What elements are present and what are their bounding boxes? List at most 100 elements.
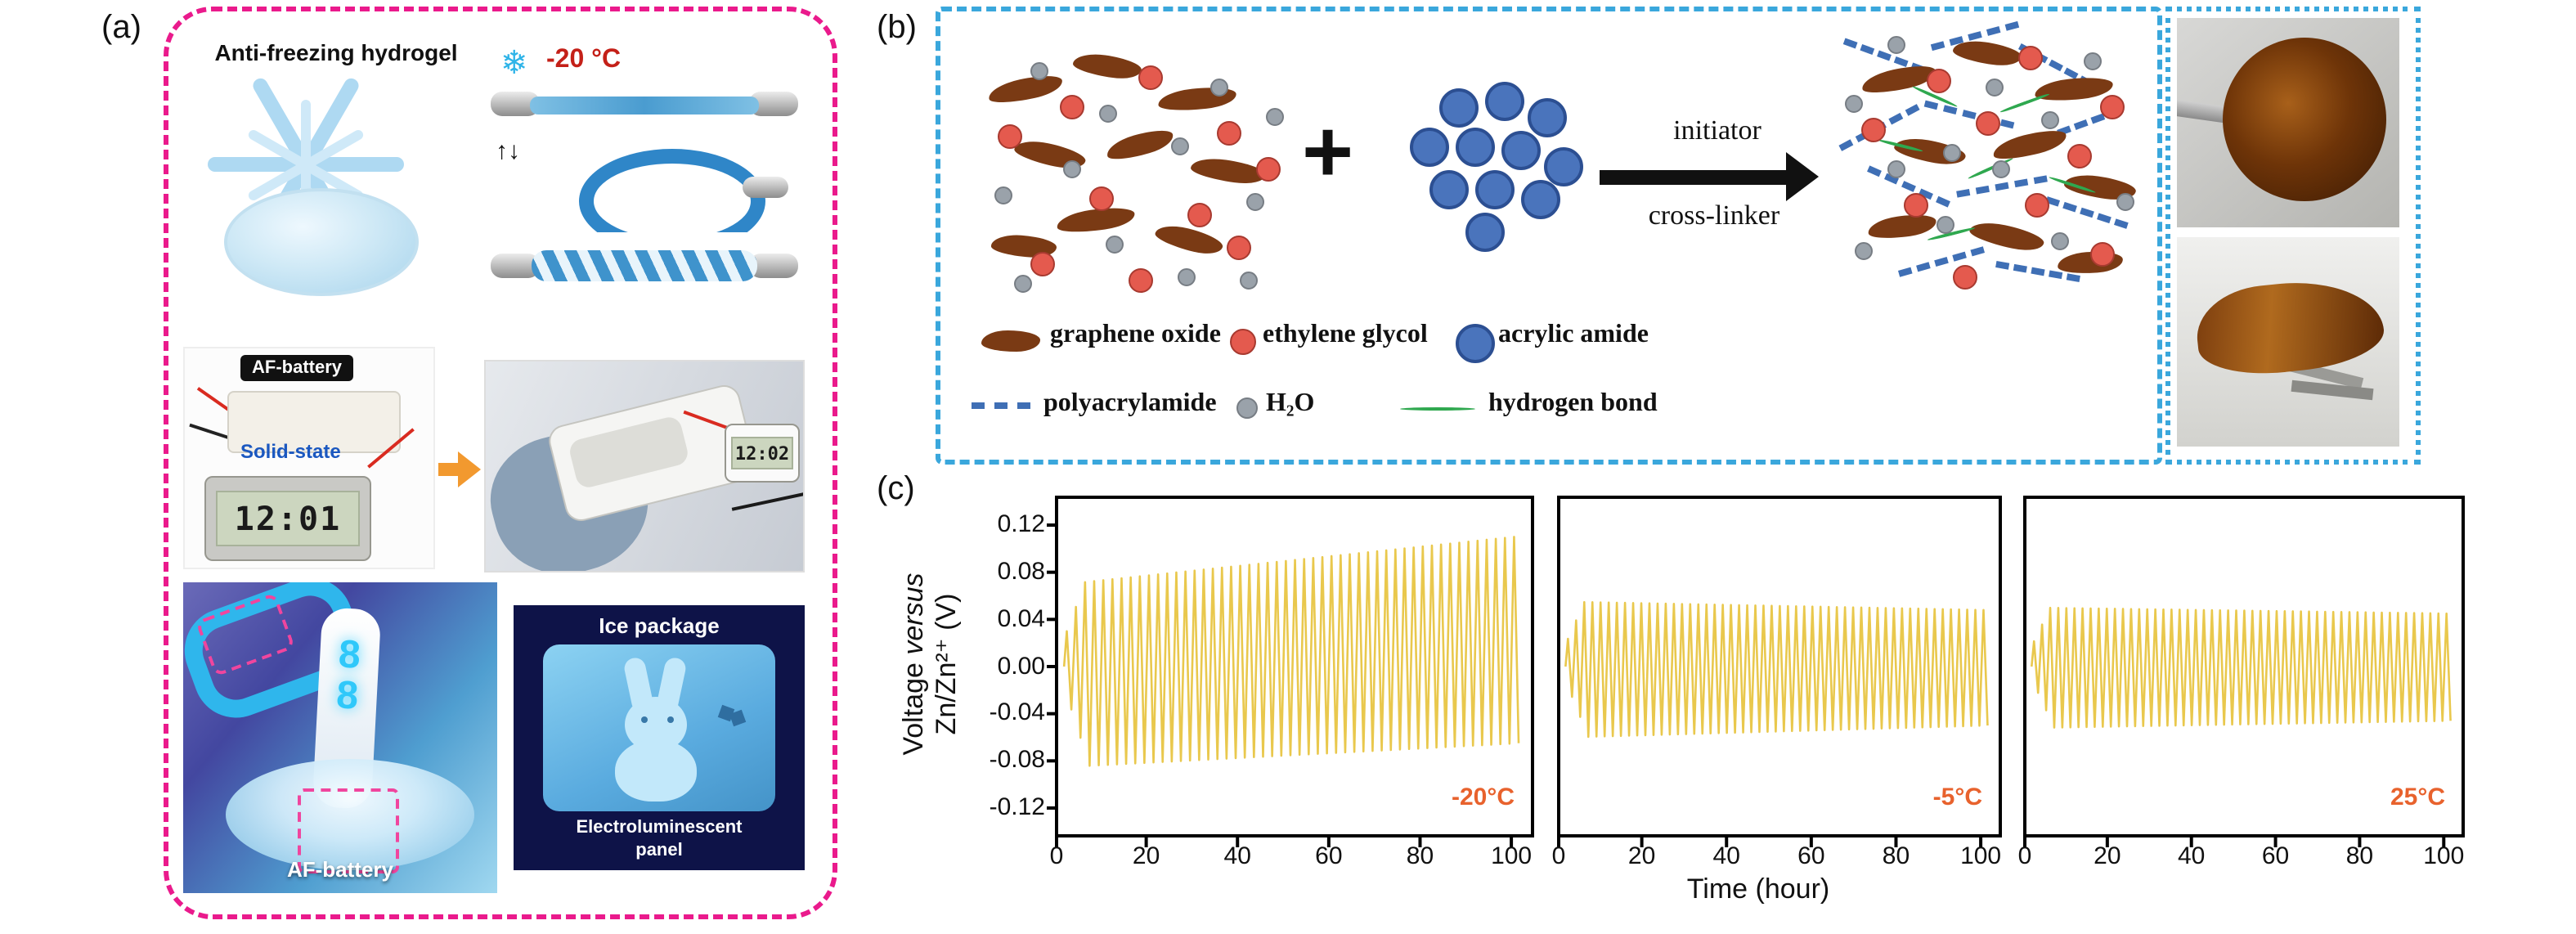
acrylic-amide-dot [1485,82,1524,121]
hydrogen-bond-swatch [1400,407,1475,411]
legend-ethylene-glycol: ethylene glycol [1263,321,1428,348]
battery-clock-photo: AF-battery Solid-state 12:01 [183,347,435,569]
battery-pouch [227,391,401,453]
graphene-oxide-flake [1104,124,1176,165]
arrow-head [458,451,481,487]
butterfly-wing [729,709,747,727]
ethylene-glycol-dot [1089,186,1114,211]
arrow-bar [1600,170,1789,185]
hydrogel-film-disc [2223,38,2386,201]
acrylic-amide-cluster [1393,79,1590,267]
x-tick-label: 60 [2261,842,2290,870]
ice-bowl [226,759,474,870]
lcd-clock: 12:01 [204,476,371,561]
graphene-oxide-flake [1951,38,2023,69]
y-tick-label: 0.04 [997,604,1045,633]
bunny-eye [641,716,648,723]
el-caption-line2: panel [635,841,683,860]
led-digit: 8 [334,673,360,720]
black-wire [731,490,803,511]
polyacrylamide-swatch [972,402,1030,409]
ethylene-glycol-swatch [1230,329,1256,355]
panel-b-label: (b) [877,10,917,46]
x-tick-label: 40 [1712,842,1740,870]
arrow-head [1786,152,1819,201]
acrylic-amide-dot [1429,170,1469,209]
hydrogel-band [530,97,759,115]
x-tick-label: 80 [1406,842,1434,870]
pouch-electrode [567,414,691,491]
y-tick-label: 0.00 [997,652,1045,680]
x-tick-label: 0 [1551,842,1566,870]
acrylic-amide-swatch [1456,324,1495,363]
hydrogel-dish [224,188,419,296]
x-tick-label: 100 [1960,842,2002,870]
acrylic-amide-dot [1501,131,1541,170]
y-axis-label-line2: Zn/Zn²⁺ (V) [931,593,962,735]
x-tick-label: 0 [2017,842,2032,870]
acrylic-amide-dot [1544,147,1583,186]
ethylene-glycol-dot [1256,157,1281,182]
y-axis-label-versus: versus [898,573,929,655]
y-axis-label-pre: Voltage [898,654,929,756]
water-dot [1106,236,1124,254]
ice-package-label: Ice package [599,613,720,638]
ethylene-glycol-dot [2067,144,2092,168]
hydrogel-network-cluster [1835,20,2143,308]
film-photos-frame [2165,7,2421,465]
water-dot [1887,160,1905,178]
bunny-eye [667,716,674,723]
water-swatch [1236,397,1258,419]
panel-a-frame [164,7,837,919]
x-tick-label: 60 [1797,842,1825,870]
el-caption-line1: Electroluminescent [576,818,743,837]
graphene-oxide-flake [1153,221,1225,258]
x-tick-label: 80 [1882,842,1910,870]
x-tick-label: 100 [2423,842,2465,870]
ethylene-glycol-dot [1976,111,2000,136]
graphene-oxide-flake [986,70,1065,108]
water-dot [2041,111,2059,129]
plus-sign: + [1302,103,1354,201]
voltage-plot-svg [1557,496,2002,847]
ethylene-glycol-dot [1217,121,1241,146]
ethylene-glycol-dot [1030,252,1055,276]
water-dot [1030,62,1048,80]
acrylic-amide-dot [1521,180,1560,219]
stretch-arrows-icon: ↑↓ [496,137,520,165]
el-panel-photo: Ice package Electroluminescent panel [514,605,805,870]
hydrogen-bond-line [1999,92,2050,114]
panel-a-label: (a) [101,10,141,46]
water-dot [1014,275,1032,293]
hydrogel-loop-photo [533,144,795,232]
graphene-oxide-flake [1990,125,2069,164]
ethylene-glycol-dot [1060,95,1084,119]
panel-c-label: (c) [877,471,915,507]
lcd-clock-small-display: 12:02 [731,437,793,469]
orange-arrow-icon [438,451,484,487]
water-dot [1992,160,2010,178]
hydrogel-stretch-photo [491,75,798,137]
water-dot [1266,108,1284,126]
water-dot [1099,105,1117,123]
led-digit: 8 [337,632,362,678]
ethylene-glycol-dot [2100,95,2125,119]
y-tick-label: -0.12 [989,793,1045,821]
y-tick-label: 0.12 [997,510,1045,539]
voltage-plot-minus20: 0 20 40 60 80 100 0.12 0.08 0.04 0.00 -0.04 -0.08 -0… [990,496,1534,870]
clamp-rod [749,254,798,278]
ethylene-glycol-dot [1927,69,1951,93]
ethylene-glycol-dot [1953,265,1977,290]
water-dot [2084,52,2102,70]
ethylene-glycol-dot [1187,203,1212,227]
y-tick-label: -0.04 [989,698,1045,727]
legend-graphene-oxide: graphene oxide [1050,321,1221,348]
temperature-annotation: -20°C [1451,784,1515,811]
hydrogel-film-bent [2192,273,2388,381]
highlight-box [298,788,399,873]
water-dot [1845,95,1863,113]
film-disc-photo [2177,18,2399,227]
lcd-clock-display: 12:01 [216,491,360,546]
hydrogel-twist-photo [491,236,798,298]
ethylene-glycol-dot [1138,65,1163,90]
